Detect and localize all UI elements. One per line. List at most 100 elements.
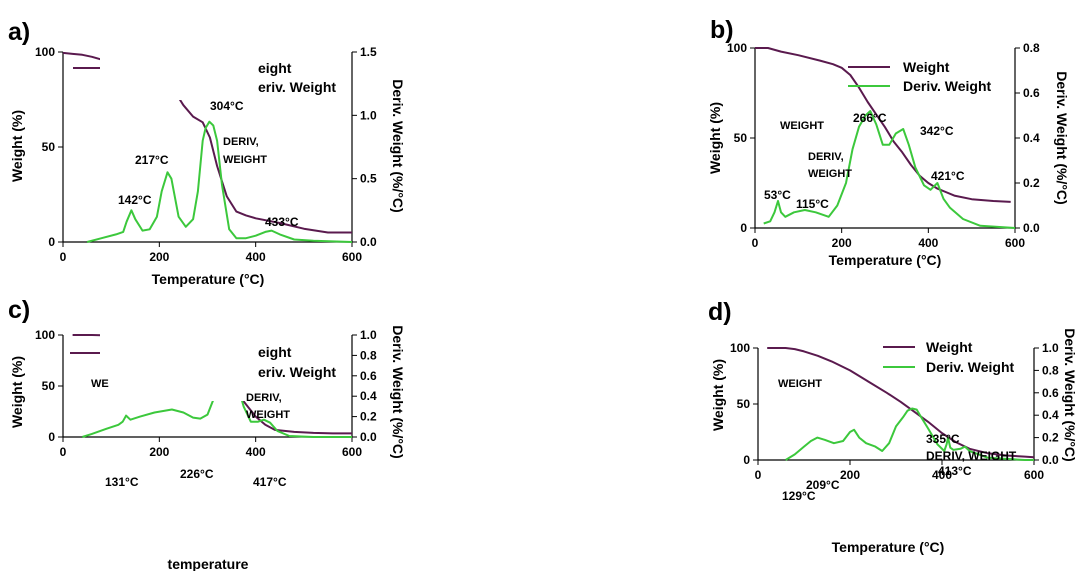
annotation: WEIGHT [223,154,267,166]
right-tick-label: 1.0 [1042,341,1059,355]
y-axis-label-left: Weight (%) [710,359,726,431]
x-tick-label: 600 [1024,468,1044,482]
x-tick-label: 200 [149,445,169,459]
left-tick-label: 100 [35,45,55,59]
y-axis-label-right: Deriv. Weight (%/°C) [1062,328,1078,461]
annotation: 142°C [118,193,152,207]
right-tick-label: 0.6 [1023,86,1040,100]
left-tick-label: 100 [727,41,747,55]
y-axis-label-left: Weight (%) [707,102,723,174]
x-tick-label: 0 [60,445,67,459]
annotation: DERIV, WEIGHT [926,449,1017,463]
legend-weight-label: Weight [903,59,950,75]
annotation: 53°C [764,188,791,202]
right-tick-label: 0.6 [360,369,377,383]
panel-label: c) [8,296,30,324]
annotation: 413°C [938,464,972,478]
right-tick-label: 0.0 [1042,453,1059,467]
annotation: 417°C [253,475,287,489]
x-tick-label: 200 [840,468,860,482]
legend-deriv-label: eriv. Weight [258,79,336,95]
left-tick-label: 0 [740,221,747,235]
right-tick-label: 0.4 [1023,131,1040,145]
annotation: 304°C [210,99,244,113]
panel-d: d) 0 50 100 0.0 0.2 0.4 0.6 0.8 1.0 0 200 400 600 Weig… [708,298,1078,555]
weight-series-line [755,47,1011,203]
left-tick-label: 50 [737,397,751,411]
annotation: DERIV, [223,136,259,148]
left-tick-label: 100 [35,328,55,342]
right-tick-label: 1.5 [360,45,377,59]
panel-b: b) 0 50 100 0.0 0.2 0.4 0.6 0.8 0 200 400 600 Weight … [707,16,1070,268]
weight-series-line [767,347,1035,459]
occlusion-mask [100,98,175,158]
annotation: 131°C [105,475,139,489]
annotation: 226°C [180,467,214,481]
y-axis-label-right: Deriv. Weight (%/°C) [390,325,406,458]
legend-weight-label: eight [258,344,292,360]
x-tick-label: 400 [246,250,266,264]
x-tick-label: 400 [246,445,266,459]
y-axis-label-left: Weight (%) [9,356,25,428]
annotation: 129°C [782,489,816,503]
left-tick-label: 50 [42,140,56,154]
annotation: WE [91,378,109,390]
right-tick-label: 0.8 [1023,41,1040,55]
annotation: WEIGHT [778,378,822,390]
annotation: 217°C [135,153,169,167]
annotation: WEIGHT [780,120,824,132]
right-tick-label: 0.2 [1023,176,1040,190]
right-tick-label: 0.5 [360,172,377,186]
occlusion-mask [100,42,255,100]
right-tick-label: 0.6 [1042,386,1059,400]
deriv-weight-series-line [763,110,1016,229]
panel-label: d) [708,298,732,326]
left-tick-label: 0 [48,235,55,249]
annotation: DERIV, [808,151,844,163]
right-tick-label: 1.0 [360,328,377,342]
occlusion-mask [100,325,258,397]
right-tick-label: 0.8 [360,348,377,362]
right-tick-label: 0.8 [1042,363,1059,377]
annotation: WEIGHT [246,409,290,421]
deriv-weight-series-line [86,120,353,243]
x-axis-label: temperature [168,556,249,571]
x-tick-label: 600 [342,250,362,264]
annotation: WEIGHT [808,168,852,180]
legend-weight-label: eight [258,60,292,76]
panel-c: c) 0 50 100 0.0 0.2 0.4 0.6 0.8 1.0 0 200 400 600 Weig… [8,296,406,571]
deriv-weight-series-line [81,367,352,438]
annotation: 115°C [796,197,829,211]
annotation: 209°C [806,478,840,492]
left-tick-label: 0 [743,453,750,467]
x-tick-label: 200 [832,236,852,250]
x-tick-label: 600 [342,445,362,459]
right-tick-label: 0.0 [1023,221,1040,235]
left-tick-label: 100 [730,341,750,355]
left-tick-label: 50 [734,131,748,145]
weight-series-line [62,51,352,234]
right-tick-label: 0.2 [1042,431,1059,445]
left-tick-label: 50 [42,379,56,393]
right-tick-label: 0.2 [360,410,377,424]
x-tick-label: 400 [932,468,952,482]
right-tick-label: 0.4 [360,389,377,403]
y-axis-label-left: Weight (%) [9,110,25,182]
panel-a: a) 0 50 100 0.0 0.5 1.0 1.5 0 200 400 600 Weight (%)… [8,18,406,287]
x-tick-label: 400 [918,236,938,250]
annotation: 342°C [920,124,954,138]
right-tick-label: 1.0 [360,108,377,122]
annotation: 335°C [926,432,960,446]
x-tick-label: 0 [755,468,762,482]
x-axis-label: Temperature (°C) [152,271,265,287]
y-axis-label-right: Deriv. Weight (%/°C) [390,79,406,212]
annotation: 266°C [853,111,887,125]
annotation: DERIV, [246,392,282,404]
panel-label: a) [8,18,30,46]
legend-deriv-label: Deriv. Weight [926,359,1015,375]
x-tick-label: 600 [1005,236,1025,250]
occlusion-mask [100,397,250,401]
left-tick-label: 0 [48,430,55,444]
x-tick-label: 0 [60,250,67,264]
